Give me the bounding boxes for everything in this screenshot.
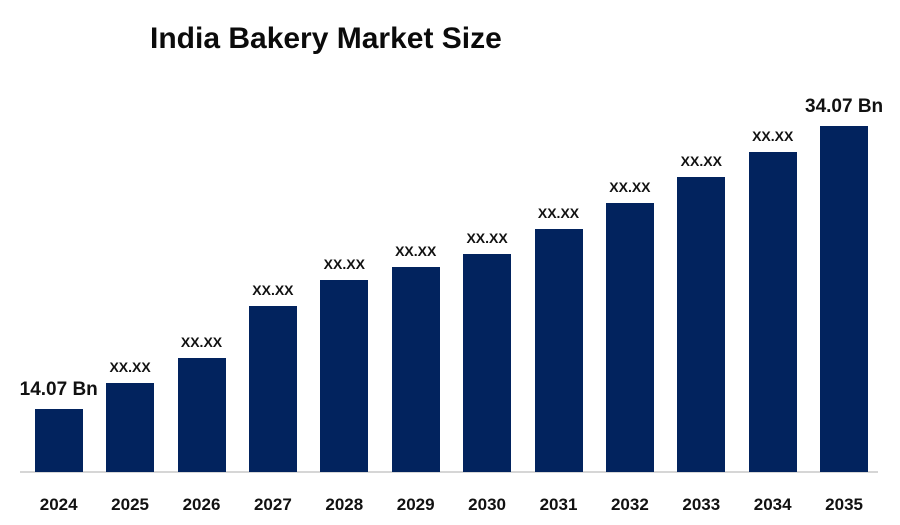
bar-2030 [463, 254, 512, 472]
bar-2025 [106, 383, 155, 472]
bar-2034 [748, 152, 797, 472]
bar-value-label-2026: XX.XX [180, 334, 223, 350]
x-axis-label-2034: 2034 [753, 495, 792, 514]
bar-value-label-2033: XX.XX [680, 153, 722, 169]
bar-2028 [320, 280, 369, 472]
bar-value-label-2027: XX.XX [252, 282, 294, 298]
bar-value-label-2025: XX.XX [109, 359, 151, 375]
x-axis-label-2031: 2031 [539, 495, 578, 514]
x-axis-label-2025: 2025 [111, 495, 149, 514]
bar-2031 [534, 229, 583, 472]
bar-value-label-2031: XX.XX [537, 205, 580, 221]
x-axis-label-2035: 2035 [825, 495, 863, 514]
bar-value-label-2035: 34.07 Bn [805, 96, 884, 117]
x-axis-line [20, 471, 878, 473]
bar-value-label-2032: XX.XX [609, 179, 651, 195]
bar-value-label-2030: XX.XX [466, 230, 508, 246]
bar-value-label-2024: 14.07 Bn [19, 379, 98, 400]
x-axis-label-2026: 2026 [182, 495, 221, 514]
bar-value-label-2028: XX.XX [323, 256, 365, 272]
x-axis-label-2024: 2024 [39, 495, 78, 514]
x-axis-label-2029: 2029 [396, 495, 435, 514]
bar-2027 [248, 306, 297, 472]
bar-2032 [605, 203, 654, 472]
bar-2033 [677, 177, 726, 472]
x-axis-label-2028: 2028 [325, 495, 364, 514]
bar-2035 [820, 126, 869, 472]
bar-value-label-2029: XX.XX [395, 243, 437, 259]
x-axis-label-2033: 2033 [682, 495, 721, 514]
x-axis-label-2032: 2032 [610, 495, 649, 514]
x-axis-label-2027: 2027 [253, 495, 292, 514]
bar-value-label-2034: XX.XX [752, 128, 794, 144]
bar-2026 [177, 358, 226, 472]
bar-2029 [391, 267, 440, 472]
x-axis-label-2030: 2030 [468, 495, 506, 514]
chart-title: India Bakery Market Size [150, 22, 502, 55]
bar-2024 [34, 409, 83, 472]
